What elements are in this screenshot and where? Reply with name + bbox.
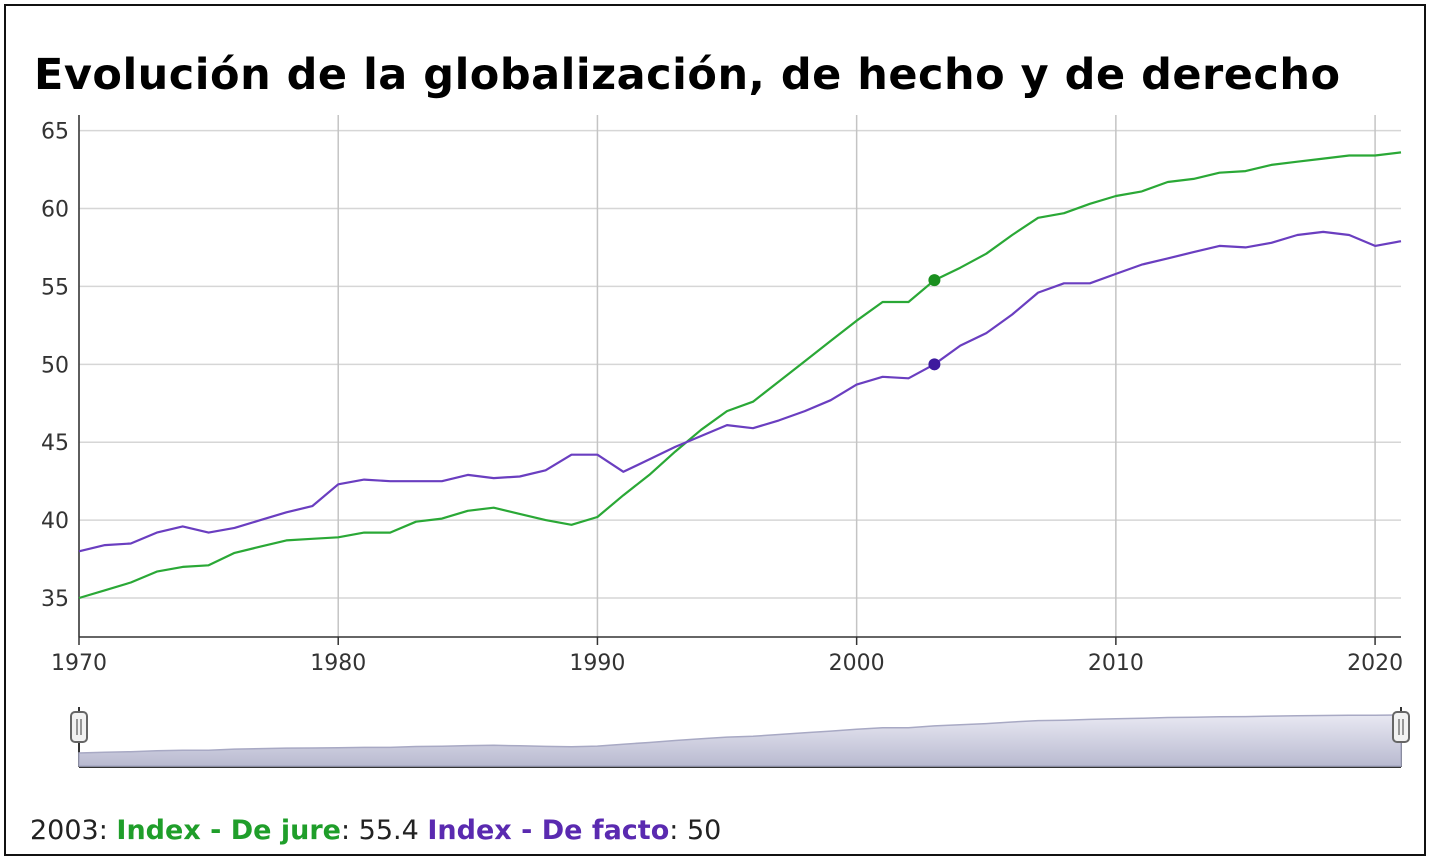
- readout-sep: :: [669, 815, 687, 846]
- hover-readout: 2003: Index - De jure: 55.4 Index - De f…: [30, 815, 721, 846]
- chart-title: Evolución de la globalización, de hecho …: [34, 50, 1341, 100]
- navigator-left-handle[interactable]: [70, 711, 88, 743]
- y-tick-label: 65: [41, 120, 69, 145]
- x-tick-label: 1970: [51, 651, 107, 676]
- series-line-1[interactable]: [78, 151, 1402, 600]
- grid-lines: [78, 115, 1401, 637]
- series-lines[interactable]: [78, 151, 1402, 600]
- y-tick-label: 40: [41, 509, 69, 534]
- readout-series-1-value: 55.4: [358, 815, 419, 846]
- navigator-right-handle[interactable]: [1392, 711, 1410, 743]
- x-tick-label: 1980: [310, 651, 366, 676]
- y-tick-label: 60: [41, 197, 69, 222]
- y-tick-label: 55: [41, 275, 69, 300]
- readout-series-1-label: Index - De jure: [116, 815, 341, 846]
- axes: 35 40 45 50 55 60 65 1970 1980 1990 2000 2010 2020: [41, 115, 1403, 676]
- x-tick-label: 1990: [569, 651, 625, 676]
- readout-year: 2003: [30, 815, 99, 846]
- x-tick-label: 2010: [1088, 651, 1144, 676]
- x-tick-label: 2000: [829, 651, 885, 676]
- navigator-area: [78, 714, 1402, 767]
- y-tick-label: 45: [41, 431, 69, 456]
- highlight-point-1[interactable]: [928, 274, 941, 287]
- y-tick-label: 50: [41, 353, 69, 378]
- range-navigator[interactable]: [70, 707, 1410, 768]
- y-tick-label: 35: [41, 587, 69, 612]
- readout-sep: :: [340, 815, 359, 846]
- handle-grip-icon[interactable]: [70, 711, 88, 743]
- series-line-2[interactable]: [78, 230, 1402, 553]
- x-tick-label: 2020: [1347, 651, 1403, 676]
- readout-sep: :: [98, 815, 117, 846]
- readout-series-2-label: Index - De facto: [427, 815, 670, 846]
- readout-series-2-value: 50: [686, 815, 722, 846]
- highlight-point-2[interactable]: [928, 358, 941, 371]
- handle-grip-icon[interactable]: [1392, 711, 1410, 743]
